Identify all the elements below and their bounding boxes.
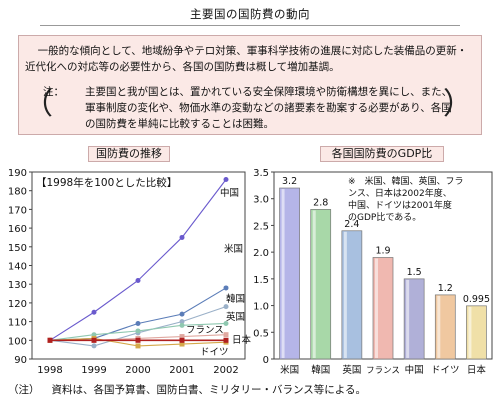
line-point xyxy=(91,309,97,315)
footnote: （注） 資料は、各国予算書、国防白書、ミリタリー・バランス等による。 xyxy=(8,382,366,397)
bar-chart-note: ※ 米国、韓国、英国、フラ xyxy=(348,175,464,187)
line-y-tick-label: 110 xyxy=(8,318,27,329)
bar-y-tick-label: 2.0 xyxy=(253,248,269,259)
bar-x-tick-label: 中国 xyxy=(405,364,424,376)
line-point xyxy=(135,277,141,283)
line-y-tick-label: 190 xyxy=(8,168,27,179)
note-text: 主要国と我が国とは、置かれている安全保障環境や防衛構想を異にし、また、軍事制度の… xyxy=(85,86,453,130)
bar-value-label: 1.9 xyxy=(375,245,390,256)
bar-x-tick-label: ドイツ xyxy=(431,365,460,376)
line-y-tick-label: 140 xyxy=(8,262,27,273)
line-point xyxy=(179,337,185,343)
line-point xyxy=(135,320,141,326)
line-y-tick-label: 130 xyxy=(8,280,27,291)
line-point xyxy=(179,234,185,240)
bar-value-label: 0.995 xyxy=(463,294,490,305)
bar-chart-note: のGDP比である。 xyxy=(348,211,421,223)
bar-highlight xyxy=(312,210,316,358)
line-y-tick-label: 180 xyxy=(8,187,27,198)
bar-x-tick-label: フランス xyxy=(366,366,400,376)
line-point xyxy=(91,343,97,349)
bar-y-tick-label: 2.5 xyxy=(253,221,269,232)
bar-y-tick-label: 3.5 xyxy=(253,168,269,179)
bar-y-tick-label: 0.5 xyxy=(253,328,269,339)
footnote-label: （注） xyxy=(8,384,40,396)
bar-x-tick-label: 米国 xyxy=(280,364,299,376)
note-close-paren: ） xyxy=(443,87,473,122)
bar-y-tick-label: 1.0 xyxy=(253,302,269,313)
line-point xyxy=(179,319,185,325)
line-series-label: 中国 xyxy=(220,187,239,199)
bar-highlight xyxy=(406,279,410,358)
bar-y-tick-label: 1.5 xyxy=(253,275,269,286)
line-y-tick-label: 170 xyxy=(8,205,27,216)
line-y-tick-label: 100 xyxy=(8,336,27,347)
line-chart-annotation: 【1998年を100とした比較】 xyxy=(36,176,177,189)
bar-highlight xyxy=(468,306,472,358)
line-series-label: 米国 xyxy=(224,243,243,255)
note-open-paren: （ xyxy=(23,87,53,122)
footnote-text: 資料は、各国予算書、国防白書、ミリタリー・バランス等による。 xyxy=(51,384,366,396)
line-point xyxy=(47,337,53,343)
line-y-tick-label: 150 xyxy=(8,243,27,254)
line-point xyxy=(135,337,141,343)
bar-value-label: 1.5 xyxy=(407,267,422,278)
line-point xyxy=(179,322,185,328)
line-point xyxy=(179,311,185,317)
bar-chart-note: 中国、ドイツは2001年度 xyxy=(348,199,452,211)
line-x-tick-label: 2001 xyxy=(169,365,194,376)
note-label: 注： xyxy=(43,86,64,98)
line-series-label: ドイツ xyxy=(200,347,229,358)
line-x-tick-label: 2002 xyxy=(213,365,238,376)
bar-value-label: 2.8 xyxy=(313,197,328,208)
line-series-label: 日本 xyxy=(232,334,252,346)
line-point xyxy=(91,337,97,343)
bar-y-tick-label: 0 xyxy=(263,355,269,366)
line-point xyxy=(223,320,229,326)
line-point xyxy=(223,285,229,291)
bar-chart-note: ンス、日本は2002年度、 xyxy=(348,187,452,199)
bar-value-label: 1.2 xyxy=(438,283,453,294)
bar-highlight xyxy=(437,295,441,358)
line-x-tick-label: 1999 xyxy=(81,365,106,376)
summary-text: 一般的な傾向として、地域紛争やテロ対策、軍事科学技術の進展に対応した装備品の更新… xyxy=(25,45,468,73)
title-divider xyxy=(40,25,460,26)
line-chart-title: 国防費の推移 xyxy=(88,146,170,162)
bar-chart-title: 各国国防費のGDP比 xyxy=(320,146,444,162)
bar-x-tick-label: 英国 xyxy=(342,364,361,376)
line-series-label: 韓国 xyxy=(226,294,245,305)
bar-highlight xyxy=(281,189,285,358)
line-x-tick-label: 1998 xyxy=(37,365,62,376)
bar-value-label: 2.4 xyxy=(344,219,359,230)
line-point xyxy=(179,341,185,347)
line-point xyxy=(135,328,141,334)
summary-box: 一般的な傾向として、地域紛争やテロ対策、軍事科学技術の進展に対応した装備品の更新… xyxy=(18,35,482,135)
line-series-label: 英国 xyxy=(226,311,245,323)
page-title: 主要国の国防費の動向 xyxy=(190,7,310,21)
line-series-label: フランス xyxy=(186,325,224,336)
line-x-tick-label: 2000 xyxy=(125,365,150,376)
bar-x-tick-label: 韓国 xyxy=(311,365,330,376)
line-y-tick-label: 120 xyxy=(8,299,27,310)
line-point xyxy=(223,337,229,343)
line-point xyxy=(223,332,229,338)
bar-highlight xyxy=(375,258,378,358)
line-point xyxy=(135,343,141,349)
line-point xyxy=(223,176,229,182)
line-y-tick-label: 90 xyxy=(14,355,27,366)
bar-value-label: 3.2 xyxy=(282,176,297,187)
bar-y-tick-label: 3.0 xyxy=(253,195,269,206)
bar-x-tick-label: 日本 xyxy=(467,364,487,376)
line-point xyxy=(223,304,229,310)
line-point xyxy=(179,334,185,340)
line-y-tick-label: 160 xyxy=(8,224,27,235)
bar-highlight xyxy=(343,231,347,358)
